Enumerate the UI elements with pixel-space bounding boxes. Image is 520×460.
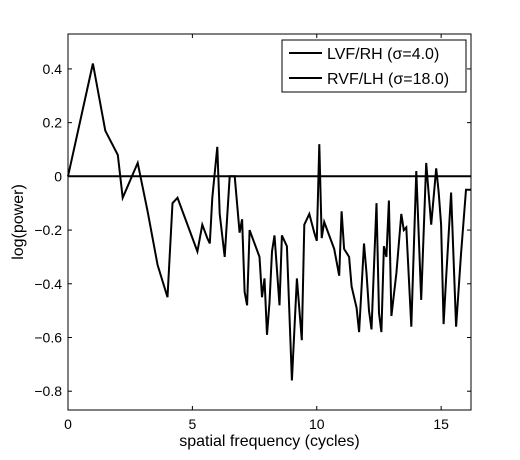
series-line-2 [67, 63, 471, 381]
axes-layer: 0 5 10 15 −0.8 −0.6 −0.4 −0.2 0 0.2 0.4 [34, 34, 471, 432]
x-axis-label: spatial frequency (cycles) [179, 433, 360, 450]
y-tick-label: −0.4 [34, 276, 62, 292]
plot-frame [67, 33, 472, 411]
legend-box [281, 39, 467, 93]
x-tick-label: 15 [433, 416, 449, 432]
x-tick-label: 10 [309, 416, 325, 432]
x-tick-label: 5 [188, 416, 196, 432]
y-tick-label: −0.8 [34, 383, 62, 399]
y-tick-label: −0.6 [34, 329, 62, 345]
y-axis-label: log(power) [10, 184, 27, 260]
legend-label-rvf-lh: RVF/LH (σ=18.0) [327, 71, 449, 88]
y-tick-label: 0.4 [43, 61, 63, 77]
y-tick-label: 0 [54, 168, 62, 184]
legend-label-lvf-rh: LVF/RH (σ=4.0) [327, 46, 439, 63]
legend: LVF/RH (σ=4.0) RVF/LH (σ=18.0) [281, 39, 467, 93]
y-tick-label: −0.2 [34, 222, 62, 238]
y-tick-label: 0.2 [43, 115, 63, 131]
series-layer [67, 63, 471, 381]
x-tick-label: 0 [64, 416, 72, 432]
plot-area [68, 34, 471, 410]
